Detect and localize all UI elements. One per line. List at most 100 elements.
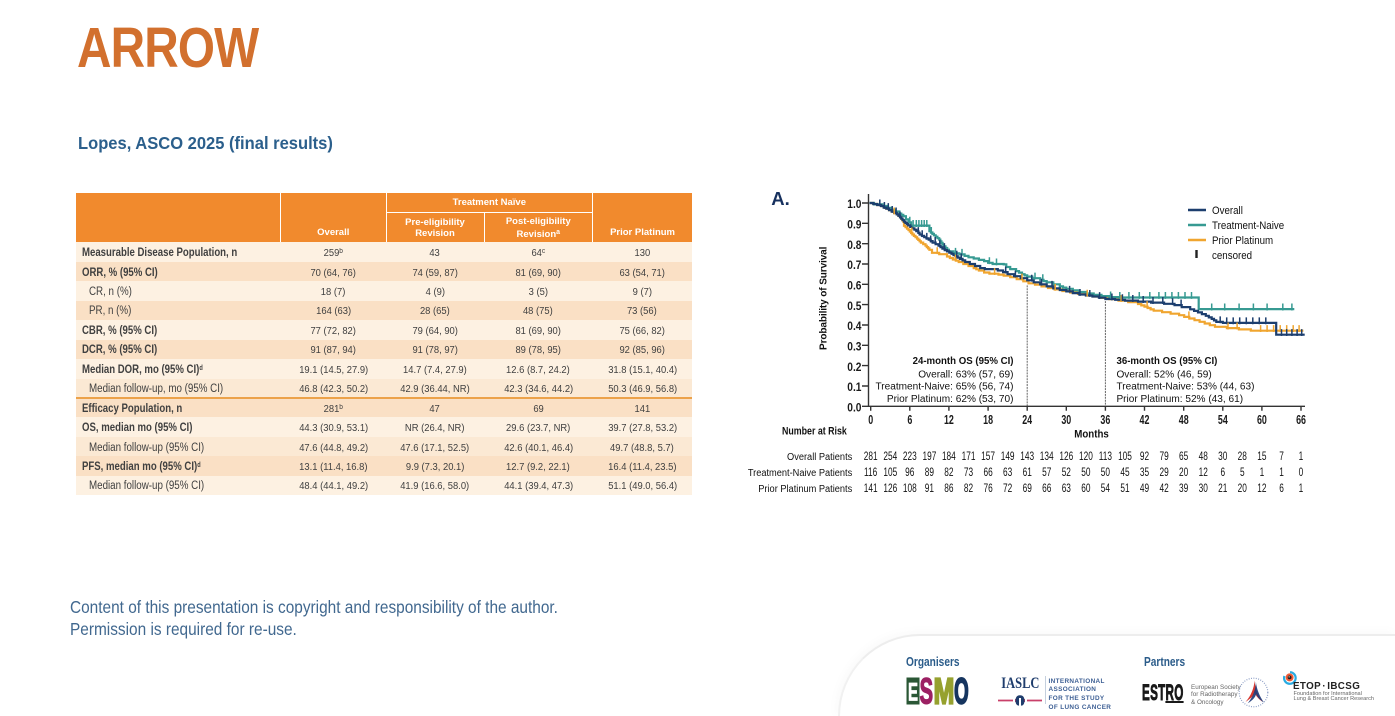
svg-text:143: 143 xyxy=(1020,451,1034,464)
svg-text:1: 1 xyxy=(1279,467,1284,480)
svg-text:Prior Platinum Patients: Prior Platinum Patients xyxy=(758,483,852,495)
svg-text:Overall Patients: Overall Patients xyxy=(787,452,852,464)
svg-text:0.6: 0.6 xyxy=(847,280,861,293)
svg-text:12: 12 xyxy=(1199,467,1208,480)
svg-text:1.0: 1.0 xyxy=(847,199,861,212)
svg-text:82: 82 xyxy=(964,482,973,495)
svg-text:0.9: 0.9 xyxy=(847,219,861,232)
svg-text:171: 171 xyxy=(962,451,976,464)
svg-text:15: 15 xyxy=(1257,451,1266,464)
svg-text:A.: A. xyxy=(771,188,790,209)
svg-text:30: 30 xyxy=(1061,413,1071,427)
svg-text:Treatment-Naive: 53% (44, 63): Treatment-Naive: 53% (44, 63) xyxy=(1116,382,1254,393)
svg-text:184: 184 xyxy=(942,451,956,464)
svg-text:36-month OS (95% CI): 36-month OS (95% CI) xyxy=(1116,356,1217,367)
svg-text:61: 61 xyxy=(1023,467,1032,480)
svg-text:S: S xyxy=(920,677,933,705)
svg-text:63: 63 xyxy=(1003,467,1012,480)
svg-text:0.7: 0.7 xyxy=(847,260,861,273)
svg-text:censored: censored xyxy=(1212,250,1252,261)
svg-text:49: 49 xyxy=(1140,482,1149,495)
svg-text:126: 126 xyxy=(883,482,897,495)
svg-text:65: 65 xyxy=(1179,451,1188,464)
svg-text:79: 79 xyxy=(1159,451,1168,464)
svg-text:57: 57 xyxy=(1042,467,1051,480)
svg-text:1: 1 xyxy=(1299,482,1304,495)
svg-text:60: 60 xyxy=(1257,413,1267,427)
svg-text:50: 50 xyxy=(1101,467,1110,480)
svg-text:82: 82 xyxy=(944,467,953,480)
svg-text:Prior Platinum: 52% (43, 61): Prior Platinum: 52% (43, 61) xyxy=(1116,394,1243,405)
svg-text:1: 1 xyxy=(1299,451,1304,464)
svg-text:51: 51 xyxy=(1120,482,1129,495)
svg-text:Treatment-Naive: Treatment-Naive xyxy=(1212,220,1284,231)
svg-text:Prior Platinum: 62% (53, 70): Prior Platinum: 62% (53, 70) xyxy=(887,394,1014,405)
svg-text:134: 134 xyxy=(1040,451,1054,464)
svg-text:24-month OS (95% CI): 24-month OS (95% CI) xyxy=(913,356,1014,367)
svg-text:6: 6 xyxy=(1220,467,1225,480)
svg-text:157: 157 xyxy=(981,451,995,464)
svg-text:63: 63 xyxy=(1062,482,1071,495)
svg-text:Overall: 63% (57, 69): Overall: 63% (57, 69) xyxy=(918,369,1013,380)
svg-text:120: 120 xyxy=(1079,451,1093,464)
svg-text:24: 24 xyxy=(1022,413,1033,427)
svg-text:113: 113 xyxy=(1099,451,1112,464)
svg-text:Treatment-Naive: 65% (56, 74): Treatment-Naive: 65% (56, 74) xyxy=(875,382,1013,393)
svg-text:91: 91 xyxy=(925,482,934,495)
svg-text:E: E xyxy=(908,678,918,704)
svg-text:281: 281 xyxy=(864,451,878,464)
svg-text:20: 20 xyxy=(1238,482,1247,495)
svg-text:197: 197 xyxy=(923,451,937,464)
svg-text:20: 20 xyxy=(1179,467,1188,480)
svg-text:30: 30 xyxy=(1218,451,1227,464)
svg-text:30: 30 xyxy=(1199,482,1208,495)
svg-text:Number at Risk: Number at Risk xyxy=(782,426,847,438)
svg-text:126: 126 xyxy=(1059,451,1073,464)
svg-text:73: 73 xyxy=(964,467,973,480)
svg-text:5: 5 xyxy=(1240,467,1245,480)
svg-text:52: 52 xyxy=(1062,467,1071,480)
svg-text:54: 54 xyxy=(1101,482,1110,495)
svg-text:60: 60 xyxy=(1081,482,1090,495)
svg-text:69: 69 xyxy=(1023,482,1032,495)
svg-text:6: 6 xyxy=(907,413,912,427)
svg-text:105: 105 xyxy=(1118,451,1132,464)
svg-text:76: 76 xyxy=(983,482,992,495)
svg-text:149: 149 xyxy=(1001,451,1015,464)
svg-text:72: 72 xyxy=(1003,482,1012,495)
svg-text:36: 36 xyxy=(1100,413,1110,427)
svg-text:0.0: 0.0 xyxy=(847,402,861,415)
svg-text:254: 254 xyxy=(883,451,897,464)
svg-text:42: 42 xyxy=(1140,413,1150,427)
svg-text:66: 66 xyxy=(1296,413,1306,427)
svg-text:12: 12 xyxy=(1257,482,1266,495)
svg-text:39: 39 xyxy=(1179,482,1188,495)
svg-text:1: 1 xyxy=(1260,467,1265,480)
svg-text:89: 89 xyxy=(925,467,934,480)
svg-text:M: M xyxy=(934,677,955,705)
svg-text:29: 29 xyxy=(1159,467,1168,480)
svg-text:12: 12 xyxy=(944,413,954,427)
svg-text:50: 50 xyxy=(1081,467,1090,480)
svg-text:66: 66 xyxy=(1042,482,1051,495)
svg-text:45: 45 xyxy=(1120,467,1129,480)
svg-text:Treatment-Naive Patients: Treatment-Naive Patients xyxy=(748,468,853,480)
svg-text:28: 28 xyxy=(1238,451,1247,464)
svg-text:Overall: 52% (46, 59): Overall: 52% (46, 59) xyxy=(1116,369,1211,380)
svg-text:86: 86 xyxy=(944,482,953,495)
svg-text:108: 108 xyxy=(903,482,917,495)
svg-text:0.1: 0.1 xyxy=(847,382,861,395)
svg-text:O: O xyxy=(954,677,969,705)
svg-text:141: 141 xyxy=(864,482,878,495)
svg-text:0.8: 0.8 xyxy=(847,239,861,252)
svg-text:0: 0 xyxy=(1299,467,1304,480)
svg-text:7: 7 xyxy=(1279,451,1284,464)
svg-text:Prior Platinum: Prior Platinum xyxy=(1212,235,1273,246)
svg-text:0.4: 0.4 xyxy=(847,321,862,334)
svg-text:223: 223 xyxy=(903,451,917,464)
svg-text:105: 105 xyxy=(883,467,897,480)
svg-text:92: 92 xyxy=(1140,451,1149,464)
svg-text:35: 35 xyxy=(1140,467,1149,480)
svg-text:0.5: 0.5 xyxy=(847,300,861,313)
svg-text:0: 0 xyxy=(868,413,873,427)
